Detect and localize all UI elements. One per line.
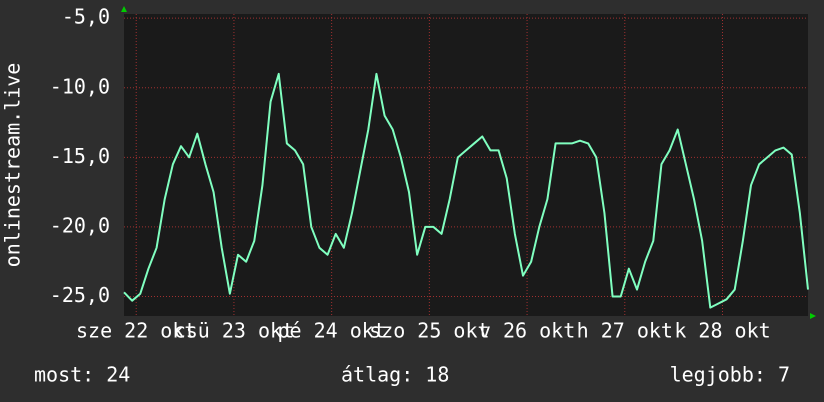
x-tick-label: szo 25 okt	[369, 319, 489, 343]
y-tick-label: -20,0	[50, 213, 110, 237]
y-arrow	[121, 6, 127, 12]
y-tick-label: -15,0	[50, 144, 110, 168]
y-axis-label: onlinestream.live	[1, 63, 25, 268]
x-tick-label: k 28 okt	[674, 319, 770, 343]
x-tick-label: csü 23 okt	[174, 319, 294, 343]
x-tick-label: v 26 okt	[479, 319, 575, 343]
y-tick-label: -25,0	[50, 283, 110, 307]
x-tick-label: h 27 okt	[577, 319, 673, 343]
y-tick-label: -10,0	[50, 74, 110, 98]
footer-current: most: 24	[34, 363, 130, 387]
plot-area	[124, 14, 808, 316]
y-tick-label: -5,0	[62, 5, 110, 29]
x-tick-label: sze 22 okt	[76, 319, 196, 343]
footer-average: átlag: 18	[341, 363, 449, 387]
data-line	[123, 72, 809, 309]
x-arrow	[810, 313, 816, 319]
footer-max: legjobb: 7	[670, 363, 790, 387]
x-tick-label: pé 24 okt	[277, 319, 385, 343]
